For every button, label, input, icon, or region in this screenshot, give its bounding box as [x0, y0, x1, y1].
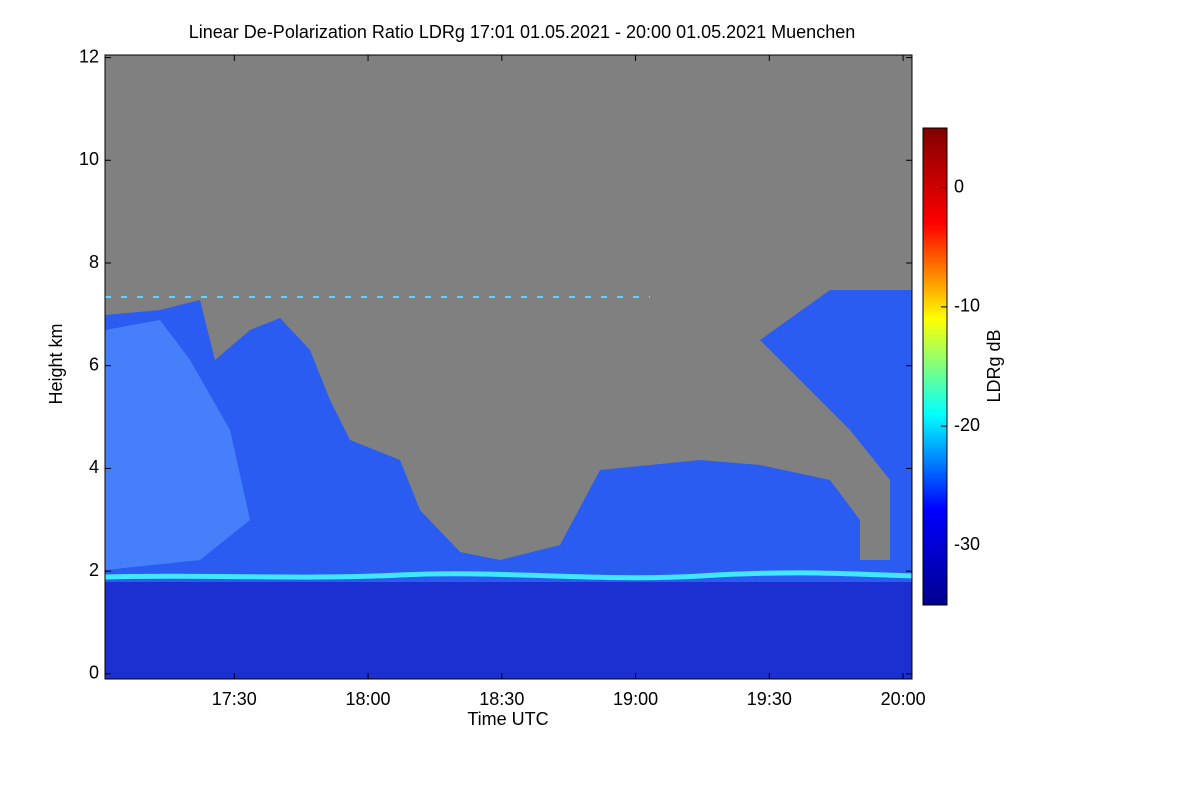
x-tick-label: 19:00 — [613, 689, 658, 709]
colorbar-tick-label: -20 — [954, 415, 980, 435]
y-tick-label: 2 — [89, 560, 99, 580]
y-tick-label: 10 — [79, 149, 99, 169]
chart-title: Linear De-Polarization Ratio LDRg 17:01 … — [189, 22, 855, 42]
x-tick-label: 19:30 — [747, 689, 792, 709]
colorbar-label: LDRg dB — [984, 329, 1004, 402]
plot-frame — [104, 54, 913, 680]
x-tick-label: 20:00 — [881, 689, 926, 709]
colorbar-tick-label: 0 — [954, 176, 964, 196]
layer-top — [104, 570, 913, 581]
y-tick-label: 8 — [89, 252, 99, 272]
y-tick-label: 0 — [89, 663, 99, 683]
y-tick-label: 4 — [89, 457, 99, 477]
y-axis-label: Height km — [46, 323, 66, 404]
bright-aerosol — [105, 320, 250, 570]
aerosol-region — [105, 290, 912, 679]
colorbar — [922, 127, 948, 606]
y-tick-label: 6 — [89, 354, 99, 374]
boundary-layer — [105, 582, 912, 679]
x-tick-label: 18:00 — [346, 689, 391, 709]
x-tick-label: 18:30 — [479, 689, 524, 709]
x-tick-label: 17:30 — [212, 689, 257, 709]
colorbar-tick-label: -10 — [954, 296, 980, 316]
colorbar-tick-label: -30 — [954, 534, 980, 554]
x-axis-label: Time UTC — [467, 709, 548, 729]
field — [104, 55, 913, 679]
y-tick-label: 12 — [79, 46, 99, 66]
